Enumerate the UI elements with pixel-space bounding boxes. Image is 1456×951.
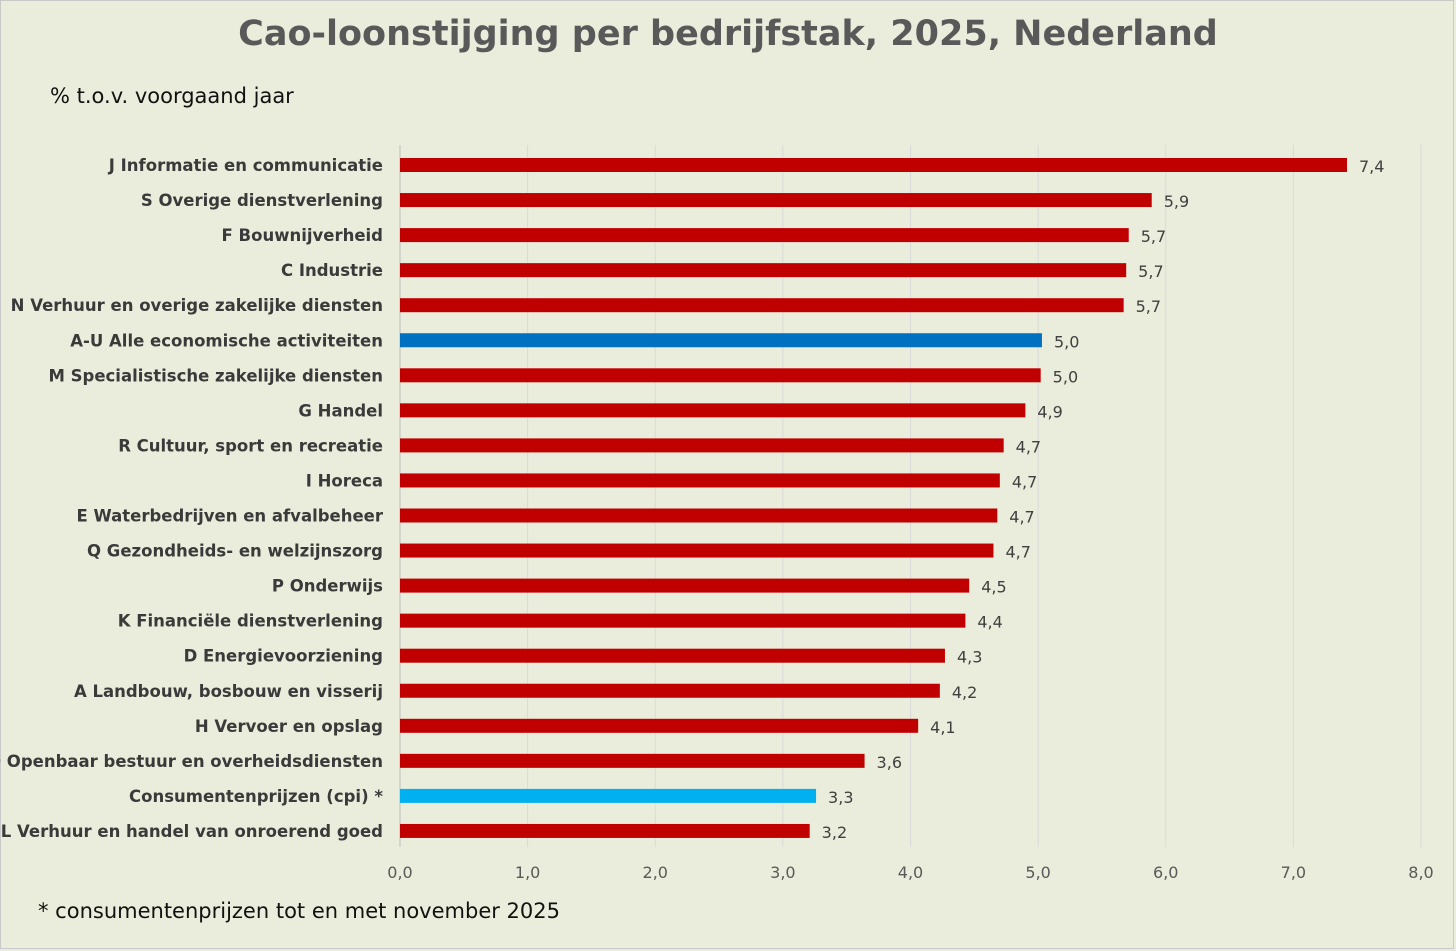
bar	[400, 578, 970, 593]
category-label: E Waterbedrijven en afvalbeheer	[77, 507, 384, 526]
bar	[400, 508, 998, 523]
category-label: G Handel	[298, 401, 383, 420]
category-label: C Industrie	[281, 261, 383, 280]
x-tick-label: 2,0	[643, 863, 668, 882]
category-label: D Energievoorziening	[184, 647, 383, 666]
category-label: Consumentenprijzen (cpi) *	[129, 787, 383, 806]
category-label: F Bouwnijverheid	[222, 226, 383, 245]
data-label: 3,3	[828, 788, 853, 807]
category-label: A Landbouw, bosbouw en visserij	[74, 682, 383, 701]
category-label: R Cultuur, sport en recreatie	[118, 436, 383, 455]
x-tick-label: 4,0	[898, 863, 923, 882]
bar	[400, 718, 919, 733]
bar	[400, 193, 1152, 208]
category-label: O Openbaar bestuur en overheidsdiensten	[0, 752, 383, 771]
data-label: 5,0	[1053, 367, 1078, 386]
data-label: 4,5	[981, 578, 1006, 597]
data-label: 4,1	[930, 718, 955, 737]
data-label: 5,0	[1054, 332, 1079, 351]
category-label: K Financiële dienstverlening	[118, 612, 383, 631]
category-label: I Horeca	[306, 471, 383, 490]
category-label: Q Gezondheids- en welzijnszorg	[87, 542, 383, 561]
category-label: S Overige dienstverlening	[141, 191, 383, 210]
category-label: M Specialistische zakelijke diensten	[48, 366, 383, 385]
data-label: 5,7	[1136, 297, 1161, 316]
chart-title: Cao-loonstijging per bedrijfstak, 2025, …	[238, 14, 1218, 54]
data-label: 7,4	[1359, 157, 1384, 176]
chart-footnote: * consumentenprijzen tot en met november…	[38, 899, 560, 923]
data-label: 3,6	[877, 753, 902, 772]
x-tick-label: 6,0	[1153, 863, 1178, 882]
bar	[400, 438, 1004, 453]
bar	[400, 403, 1026, 418]
data-label: 4,7	[1005, 543, 1030, 562]
bar	[400, 648, 945, 663]
data-label: 5,9	[1164, 192, 1189, 211]
data-label: 4,7	[1016, 437, 1041, 456]
data-label: 4,7	[1009, 508, 1034, 527]
data-label: 4,4	[977, 613, 1002, 632]
category-label: H Vervoer en opslag	[195, 717, 383, 736]
bar	[400, 613, 966, 628]
chart-subtitle: % t.o.v. voorgaand jaar	[50, 84, 294, 108]
bar	[400, 263, 1127, 278]
x-tick-label: 7,0	[1281, 863, 1306, 882]
bar	[400, 473, 1000, 488]
category-label: A-U Alle economische activiteiten	[70, 331, 383, 350]
data-label: 4,3	[957, 648, 982, 667]
bar	[400, 683, 940, 698]
data-label: 3,2	[822, 823, 847, 842]
category-label: N Verhuur en overige zakelijke diensten	[11, 296, 383, 315]
category-label: P Onderwijs	[272, 577, 383, 596]
category-label: J Informatie en communicatie	[108, 156, 383, 175]
bar	[400, 368, 1041, 383]
bar	[400, 753, 865, 768]
data-label: 4,9	[1037, 402, 1062, 421]
data-label: 4,7	[1012, 472, 1037, 491]
bar	[400, 298, 1124, 313]
bar	[400, 543, 994, 558]
bar	[400, 158, 1347, 172]
bar	[400, 823, 810, 838]
category-label: L Verhuur en handel van onroerend goed	[1, 822, 383, 841]
x-tick-label: 3,0	[770, 863, 795, 882]
bar	[400, 333, 1042, 348]
data-label: 5,7	[1141, 227, 1166, 246]
bar	[400, 228, 1129, 243]
x-tick-label: 0,0	[387, 863, 412, 882]
data-label: 5,7	[1138, 262, 1163, 281]
x-tick-label: 1,0	[515, 863, 540, 882]
x-tick-label: 5,0	[1025, 863, 1050, 882]
bar	[400, 788, 817, 803]
x-tick-label: 8,0	[1408, 863, 1433, 882]
data-label: 4,2	[952, 683, 977, 702]
